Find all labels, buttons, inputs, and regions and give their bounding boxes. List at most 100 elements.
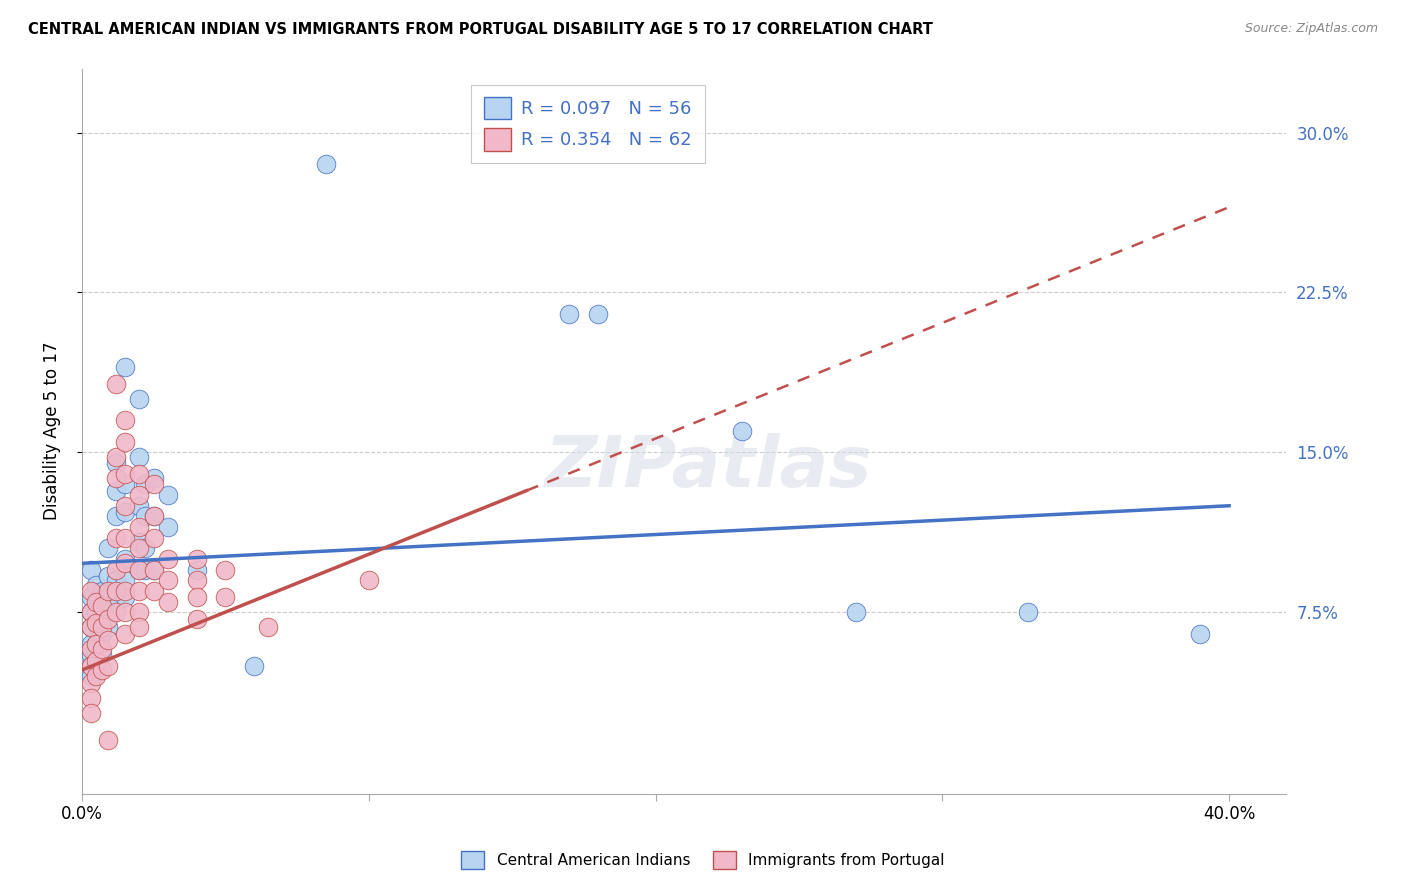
Point xyxy=(134,541,156,556)
Point xyxy=(91,648,114,662)
Point xyxy=(114,606,136,620)
Point xyxy=(105,456,128,470)
Point xyxy=(91,641,114,656)
Point xyxy=(97,541,120,556)
Point xyxy=(128,520,150,534)
Point xyxy=(79,606,101,620)
Point xyxy=(91,620,114,634)
Point xyxy=(128,488,150,502)
Point xyxy=(156,520,179,534)
Point xyxy=(128,541,150,556)
Point xyxy=(79,584,101,599)
Point xyxy=(257,620,280,634)
Point xyxy=(97,620,120,634)
Text: Source: ZipAtlas.com: Source: ZipAtlas.com xyxy=(1244,22,1378,36)
Point xyxy=(79,658,101,673)
Point xyxy=(91,612,114,626)
Point xyxy=(84,595,107,609)
Point xyxy=(128,563,150,577)
Point xyxy=(128,450,150,464)
Point xyxy=(105,584,128,599)
Point xyxy=(186,563,208,577)
Point xyxy=(114,626,136,640)
Point xyxy=(186,612,208,626)
Point xyxy=(97,569,120,583)
Point xyxy=(128,620,150,634)
Point xyxy=(105,377,128,392)
Point xyxy=(243,658,266,673)
Point xyxy=(114,477,136,491)
Point xyxy=(114,557,136,571)
Point xyxy=(586,307,609,321)
Point xyxy=(142,563,165,577)
Point xyxy=(79,620,101,634)
Point xyxy=(142,531,165,545)
Point xyxy=(114,531,136,545)
Point xyxy=(156,574,179,588)
Text: ZIPatlas: ZIPatlas xyxy=(544,433,872,502)
Point xyxy=(79,606,101,620)
Point xyxy=(114,499,136,513)
Point xyxy=(114,505,136,519)
Point xyxy=(105,574,128,588)
Point xyxy=(84,658,107,673)
Point xyxy=(142,509,165,524)
Point xyxy=(97,612,120,626)
Point xyxy=(79,637,101,651)
Point xyxy=(91,599,114,613)
Point xyxy=(114,552,136,566)
Point xyxy=(114,360,136,375)
Point xyxy=(97,595,120,609)
Point xyxy=(114,574,136,588)
Point xyxy=(91,584,114,599)
Point xyxy=(114,591,136,605)
Point xyxy=(84,615,107,630)
Y-axis label: Disability Age 5 to 17: Disability Age 5 to 17 xyxy=(44,342,60,520)
Point xyxy=(105,531,128,545)
Legend: R = 0.097   N = 56, R = 0.354   N = 62: R = 0.097 N = 56, R = 0.354 N = 62 xyxy=(471,85,704,163)
Point xyxy=(97,633,120,648)
Point xyxy=(156,552,179,566)
Point xyxy=(84,637,107,651)
Point xyxy=(79,690,101,705)
Point xyxy=(1189,626,1212,640)
Point xyxy=(97,658,120,673)
Point xyxy=(128,467,150,481)
Point xyxy=(84,577,107,591)
Point xyxy=(79,641,101,656)
Point xyxy=(142,563,165,577)
Point xyxy=(134,563,156,577)
Point xyxy=(142,477,165,491)
Point xyxy=(156,595,179,609)
Point xyxy=(845,606,868,620)
Point xyxy=(315,157,337,171)
Point xyxy=(128,563,150,577)
Legend: Central American Indians, Immigrants from Portugal: Central American Indians, Immigrants fro… xyxy=(456,845,950,875)
Point xyxy=(79,563,101,577)
Point xyxy=(142,584,165,599)
Point xyxy=(156,488,179,502)
Point xyxy=(91,626,114,640)
Point xyxy=(79,669,101,683)
Point xyxy=(134,477,156,491)
Point xyxy=(114,413,136,427)
Point xyxy=(114,434,136,449)
Point xyxy=(84,669,107,683)
Point xyxy=(105,471,128,485)
Point xyxy=(142,509,165,524)
Point xyxy=(105,483,128,498)
Point xyxy=(186,574,208,588)
Point xyxy=(214,563,236,577)
Point xyxy=(105,591,128,605)
Point xyxy=(97,733,120,747)
Point xyxy=(84,648,107,662)
Point xyxy=(1017,606,1039,620)
Point xyxy=(79,658,101,673)
Point xyxy=(79,648,101,662)
Point xyxy=(142,471,165,485)
Point xyxy=(357,574,380,588)
Point xyxy=(114,584,136,599)
Point xyxy=(79,591,101,605)
Point xyxy=(91,663,114,677)
Point xyxy=(84,655,107,669)
